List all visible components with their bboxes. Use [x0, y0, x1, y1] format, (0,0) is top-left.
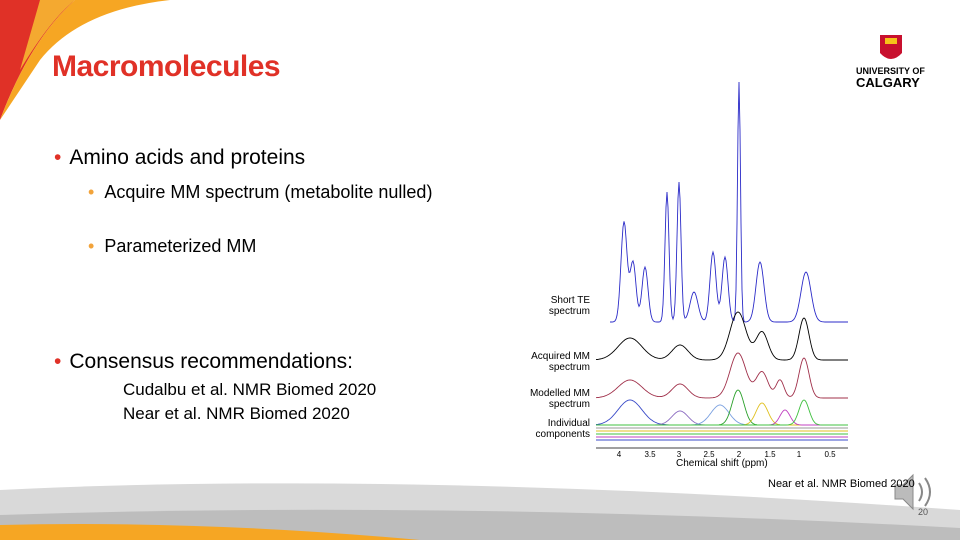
x-tick-label: 3.5: [644, 450, 656, 459]
figure-label: spectrum: [548, 306, 590, 317]
reference: Near et al. NMR Biomed 2020: [123, 404, 350, 423]
citation: Near et al. NMR Biomed 2020: [768, 478, 915, 490]
sub-bullet: Acquire MM spectrum (metabolite nulled): [88, 180, 476, 205]
bullet: Amino acids and proteins: [54, 146, 305, 170]
x-tick-label: 3: [676, 450, 682, 459]
spectrum: [596, 404, 848, 426]
figure-label: Modelled MM: [529, 388, 590, 399]
spectrum: [610, 81, 848, 323]
figure-label: Acquired MM: [531, 351, 590, 362]
logo-text: CALGARY: [856, 75, 920, 90]
figure-label: spectrum: [548, 362, 590, 373]
slide-title: Macromolecules: [52, 50, 281, 83]
spectrum: [596, 399, 848, 426]
x-tick-label: 4: [616, 450, 622, 459]
figure-label: Individual: [547, 418, 590, 429]
spectrum: [596, 389, 848, 426]
x-tick-label: 1: [796, 450, 802, 459]
logo-text: UNIVERSITY OF: [856, 66, 925, 76]
x-axis-label: Chemical shift (ppm): [676, 458, 768, 469]
x-tick-label: 2: [736, 450, 742, 459]
spectrum: [595, 311, 848, 361]
spectrum: [595, 352, 848, 399]
sub-bullet: Parameterized MM: [88, 236, 256, 257]
figure-label: components: [535, 429, 590, 440]
page-number: 20: [918, 507, 929, 517]
x-tick-label: 2.5: [703, 450, 715, 459]
figure-label: spectrum: [548, 399, 590, 410]
figure-label: Short TE: [550, 295, 590, 306]
x-tick-label: 1.5: [764, 450, 776, 459]
reference: Cudalbu et al. NMR Biomed 2020: [123, 380, 377, 399]
x-tick-label: 0.5: [824, 450, 836, 459]
bullet: Consensus recommendations:: [54, 350, 353, 374]
